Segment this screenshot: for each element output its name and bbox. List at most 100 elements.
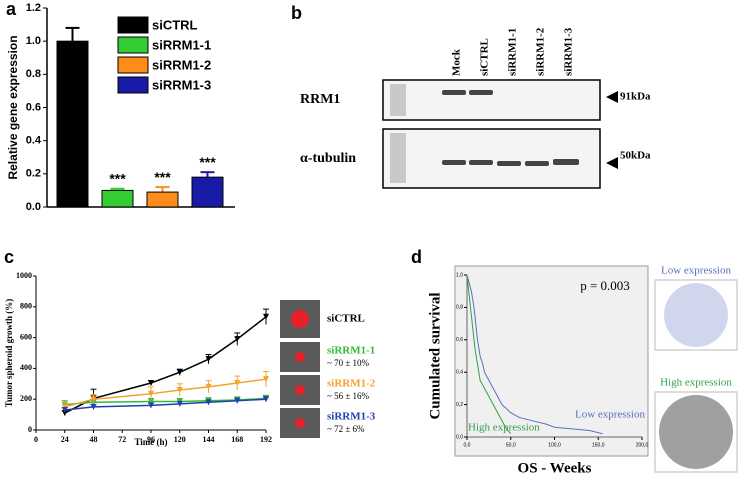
x-tick-label: 168 — [231, 435, 243, 444]
survival-curve — [466, 274, 512, 435]
legend-label: siRRM1-3 — [327, 411, 376, 423]
band-label: α-tubulin — [300, 151, 356, 166]
marker — [176, 369, 183, 376]
marker — [234, 397, 241, 404]
bar — [56, 40, 89, 208]
lane-label: siRRM1-1 — [507, 28, 519, 76]
y-tick-label: 1.2 — [26, 2, 41, 14]
survival-curve — [466, 274, 603, 435]
x-tick-label: 120 — [174, 435, 186, 444]
tissue-core — [664, 283, 728, 347]
y-tick-label: 0,2 — [456, 402, 463, 408]
x-tick-label: 72 — [118, 435, 126, 444]
legend-swatch — [117, 76, 149, 94]
marker — [205, 383, 212, 390]
x-tick-label: 96 — [147, 435, 155, 444]
spheroid — [295, 418, 305, 428]
lane-label: siCTRL — [479, 38, 491, 76]
marker — [90, 396, 97, 403]
marker — [148, 390, 154, 397]
p-value: p = 0.003 — [580, 278, 630, 293]
y-axis-label: Tumor spheroid growth (%) — [4, 299, 14, 407]
significance: *** — [154, 169, 171, 185]
significance: *** — [109, 170, 126, 186]
y-tick-label: 1,0 — [456, 272, 463, 278]
marker — [61, 406, 68, 413]
y-tick-label: 800 — [20, 302, 32, 311]
marker — [61, 403, 68, 410]
x-tick-label: 150,0 — [592, 442, 605, 448]
marker — [176, 400, 183, 407]
image-label: Low expression — [661, 265, 731, 277]
panel-label: d — [411, 247, 422, 267]
marker — [148, 380, 154, 387]
marker — [205, 356, 212, 363]
legend-swatch — [117, 16, 149, 34]
marker — [176, 386, 183, 393]
y-tick-label: 0,6 — [456, 337, 463, 343]
marker — [263, 313, 269, 320]
y-axis-label: Relative gene expression — [6, 35, 20, 179]
x-tick-label: 100,0 — [548, 442, 561, 448]
tissue-core — [659, 395, 733, 469]
x-tick-label: 144 — [203, 435, 215, 444]
x-tick-label: 50,0 — [506, 442, 516, 448]
y-tick-label: 200 — [20, 394, 32, 403]
x-tick-label: 0,0 — [464, 442, 471, 448]
x-tick-label: 0 — [34, 435, 38, 444]
y-tick-label: 0 — [28, 425, 32, 434]
bar — [191, 176, 224, 208]
legend-swatch — [117, 36, 149, 54]
image-label: High expression — [660, 377, 732, 389]
y-tick-label: 0,4 — [456, 370, 463, 376]
band-size: 91kDa — [620, 91, 651, 103]
legend-note: ~ 72 ± 6% — [327, 424, 365, 434]
x-tick-label: 48 — [90, 435, 98, 444]
marker — [234, 380, 241, 387]
marker — [90, 403, 97, 410]
marker — [148, 402, 154, 409]
marker — [205, 399, 212, 406]
x-axis-label: OS - Weeks — [518, 460, 592, 476]
y-tick-label: 600 — [20, 332, 32, 341]
y-tick-label: 0.0 — [26, 201, 41, 213]
spheroid — [295, 352, 305, 362]
panel-label: a — [6, 0, 17, 19]
curve-label: High expression — [468, 422, 540, 434]
legend-note: ~ 70 ± 10% — [327, 358, 370, 368]
x-tick-label: 24 — [61, 435, 69, 444]
legend-label: siRRM1-3 — [152, 77, 211, 92]
spheroid — [291, 310, 309, 328]
y-tick-label: 1000 — [16, 271, 32, 280]
bar — [146, 191, 179, 208]
legend-label: siCTRL — [327, 313, 365, 325]
x-tick-label: 200,0 — [636, 442, 649, 448]
legend-label: siRRM1-1 — [152, 37, 211, 52]
blot — [382, 79, 618, 189]
plot-background — [454, 265, 649, 457]
y-tick-label: 400 — [20, 363, 32, 372]
x-axis-label: Time (h) — [134, 437, 167, 447]
y-tick-label: 0.4 — [26, 135, 42, 147]
x-tick-label: 192 — [260, 435, 272, 444]
marker — [234, 336, 241, 343]
lane-label: siRRM1-2 — [535, 27, 547, 76]
lane-label: siRRM1-3 — [563, 27, 575, 76]
y-tick-label: 0.6 — [26, 101, 41, 113]
y-tick-label: 0.2 — [26, 168, 41, 180]
legend-label: siRRM1-2 — [152, 57, 211, 72]
legend-swatch — [117, 56, 149, 74]
legend-label: siRRM1-2 — [327, 378, 376, 390]
marker — [263, 396, 269, 403]
y-tick-label: 0,0 — [456, 434, 463, 440]
y-tick-label: 0,8 — [456, 305, 463, 311]
curve-label: Low expression — [575, 409, 645, 421]
marker — [263, 376, 269, 383]
significance: *** — [199, 154, 216, 170]
legend-label: siRRM1-1 — [327, 345, 375, 357]
y-axis-label: Cumulated survival — [427, 292, 443, 419]
legend-note: ~ 56 ± 16% — [327, 391, 370, 401]
legend-label: siCTRL — [152, 17, 198, 32]
y-tick-label: 1.0 — [26, 35, 41, 47]
